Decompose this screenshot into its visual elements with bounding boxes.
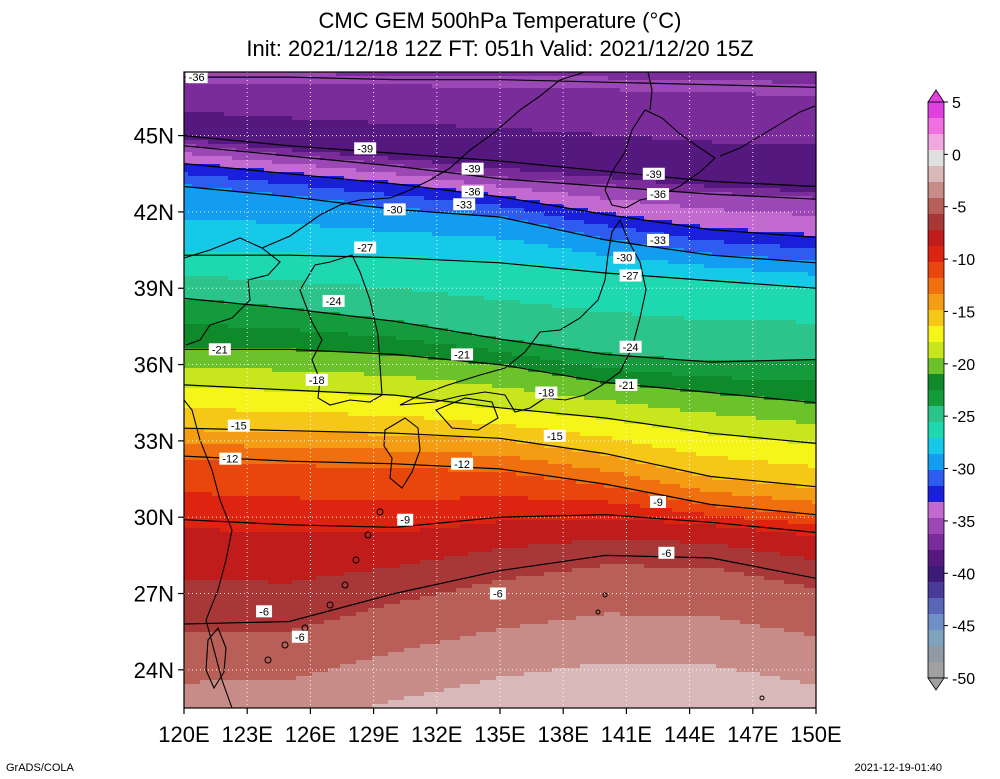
colorbar-label: -15 xyxy=(952,304,975,321)
contour-label: -27 xyxy=(357,243,373,255)
colorbar-label: 0 xyxy=(952,147,961,164)
contour-label: -15 xyxy=(231,421,247,433)
lon-tick-label: 126E xyxy=(285,722,336,747)
contour-label: -6 xyxy=(662,548,672,560)
contour-label: -18 xyxy=(538,388,554,400)
lon-tick-label: 144E xyxy=(664,722,715,747)
contour-label: -39 xyxy=(646,169,662,181)
lon-tick-label: 141E xyxy=(601,722,652,747)
contour-label: -30 xyxy=(387,204,403,216)
contour-label: -39 xyxy=(465,164,481,176)
colorbar-label: -50 xyxy=(952,671,975,688)
contour-label: -21 xyxy=(454,349,470,361)
colorbar-label: -5 xyxy=(952,200,966,217)
contour-label: -21 xyxy=(212,344,228,356)
contour-label: -30 xyxy=(616,253,632,265)
contour-label: -9 xyxy=(400,515,410,527)
colorbar-label: -45 xyxy=(952,619,975,636)
lat-tick-label: 24N xyxy=(134,658,174,683)
colorbar-label: -35 xyxy=(952,514,975,531)
credit-label: GrADS/COLA xyxy=(6,762,74,774)
contour-label: -15 xyxy=(547,431,563,443)
contour-label: -24 xyxy=(623,342,639,354)
lat-tick-label: 39N xyxy=(134,276,174,301)
lat-tick-label: 36N xyxy=(134,353,174,378)
colorbar-label: -10 xyxy=(952,252,975,269)
lon-tick-label: 123E xyxy=(222,722,273,747)
contour-label: -18 xyxy=(309,375,325,387)
colorbar-label: 5 xyxy=(952,95,961,112)
contour-label: -27 xyxy=(623,271,639,283)
timestamp-label: 2021-12-19-01:40 xyxy=(855,762,942,774)
contour-label: -12 xyxy=(454,459,470,471)
lon-tick-label: 147E xyxy=(727,722,778,747)
contour-label: -9 xyxy=(653,497,663,509)
contour-label: -36 xyxy=(465,187,481,199)
contour-label: -36 xyxy=(189,72,205,84)
colorbar: 5 0 -5 -10 -15 -20 -25 -30 -35 -40 -45 -50 xyxy=(928,90,975,690)
lon-tick-label: 132E xyxy=(411,722,462,747)
lon-tick-label: 135E xyxy=(474,722,525,747)
contour-label: -21 xyxy=(618,380,634,392)
contour-label: -39 xyxy=(357,143,373,155)
contour-label: -6 xyxy=(295,632,305,644)
lat-tick-label: 45N xyxy=(134,124,174,149)
contour-label: -12 xyxy=(222,454,238,466)
contour-label: -24 xyxy=(326,296,342,308)
lat-tick-label: 33N xyxy=(134,429,174,454)
contour-label: -36 xyxy=(650,189,666,201)
latitude-axis: 24N 27N 30N 33N 36N 39N 42N 45N xyxy=(134,124,184,683)
lon-tick-label: 129E xyxy=(348,722,399,747)
temperature-field xyxy=(184,72,817,709)
colorbar-label: -20 xyxy=(952,357,975,374)
lat-tick-label: 27N xyxy=(134,582,174,607)
colorbar-label: -40 xyxy=(952,566,975,583)
colorbar-label: -30 xyxy=(952,462,975,479)
lat-tick-label: 42N xyxy=(134,200,174,225)
lon-tick-label: 150E xyxy=(790,722,841,747)
contour-label: -33 xyxy=(650,235,666,247)
contour-label: -6 xyxy=(493,589,503,601)
colorbar-label: -25 xyxy=(952,409,975,426)
lon-tick-label: 138E xyxy=(538,722,589,747)
contour-label: -6 xyxy=(259,606,269,618)
contour-label: -33 xyxy=(456,199,472,211)
lon-tick-label: 120E xyxy=(158,722,209,747)
lat-tick-label: 30N xyxy=(134,505,174,530)
longitude-axis: 120E 123E 126E 129E 132E 135E 138E 141E 144E 147E… xyxy=(158,708,841,747)
